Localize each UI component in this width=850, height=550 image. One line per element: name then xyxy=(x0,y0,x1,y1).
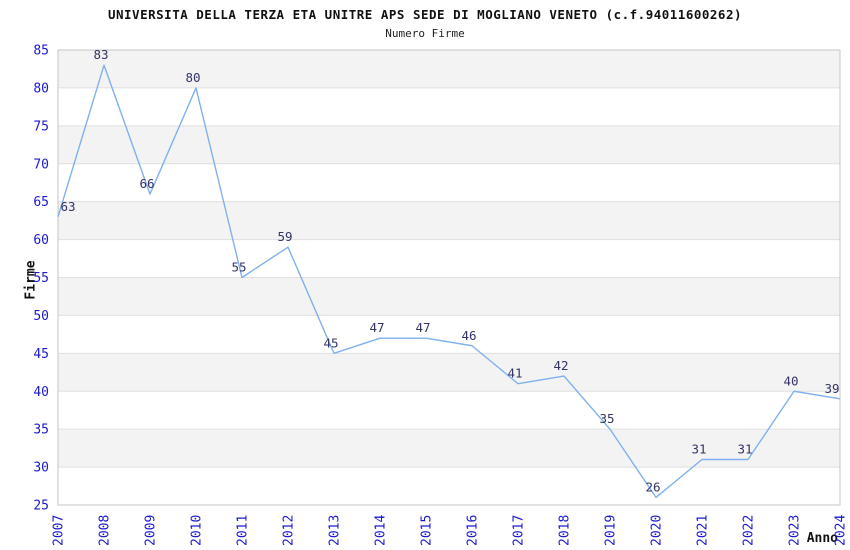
x-tick-label: 2011 xyxy=(236,515,251,546)
y-tick-label: 35 xyxy=(33,423,49,438)
x-tick-label: 2017 xyxy=(512,515,527,546)
data-point-label: 83 xyxy=(93,47,108,62)
plot-band xyxy=(58,277,840,316)
plot-band xyxy=(58,201,840,240)
data-point-label: 46 xyxy=(461,328,476,343)
y-tick-label: 60 xyxy=(33,233,49,248)
plot-band xyxy=(58,87,840,126)
x-tick-label: 2024 xyxy=(834,515,849,546)
plot-band xyxy=(58,467,840,505)
data-point-label: 40 xyxy=(783,373,798,388)
x-tick-label: 2018 xyxy=(558,515,573,546)
plot-band xyxy=(58,50,840,88)
x-tick-label: 2009 xyxy=(144,515,159,546)
data-point-label: 47 xyxy=(415,320,430,335)
plot-band xyxy=(58,125,840,164)
x-tick-label: 2012 xyxy=(282,515,297,546)
y-tick-label: 80 xyxy=(33,81,49,96)
data-point-label: 47 xyxy=(369,320,384,335)
x-tick-label: 2022 xyxy=(742,515,757,546)
x-axis-title: Anno xyxy=(806,531,838,546)
x-tick-label: 2013 xyxy=(328,515,343,546)
plot-band xyxy=(58,429,840,468)
plot-band xyxy=(58,353,840,392)
data-point-label: 80 xyxy=(185,70,200,85)
y-tick-label: 85 xyxy=(33,44,49,59)
y-tick-label: 45 xyxy=(33,347,49,362)
data-point-label: 31 xyxy=(691,442,706,457)
plot-border xyxy=(57,49,841,506)
y-tick-label: 50 xyxy=(33,309,49,324)
x-tick-label: 2010 xyxy=(190,515,205,546)
data-point-label: 39 xyxy=(824,381,839,396)
y-tick-label: 25 xyxy=(33,499,49,514)
x-tick-label: 2015 xyxy=(420,515,435,546)
data-point-label: 31 xyxy=(737,442,752,457)
x-tick-label: 2020 xyxy=(650,515,665,546)
x-tick-label: 2016 xyxy=(466,515,481,546)
y-tick-label: 30 xyxy=(33,461,49,476)
data-point-label: 63 xyxy=(60,199,75,214)
data-point-label: 59 xyxy=(277,229,292,244)
chart-title: UNIVERSITA DELLA TERZA ETA UNITRE APS SE… xyxy=(107,7,743,22)
x-tick-label: 2014 xyxy=(374,515,389,546)
data-point-label: 45 xyxy=(323,335,338,350)
data-point-label: 41 xyxy=(507,366,522,381)
data-line xyxy=(57,64,841,499)
y-tick-label: 75 xyxy=(33,119,49,134)
data-point-label: 66 xyxy=(139,176,154,191)
plot-band xyxy=(58,163,840,202)
plot-band xyxy=(58,315,840,354)
chart-subtitle: Numero Firme xyxy=(385,27,465,40)
y-tick-label: 55 xyxy=(33,271,49,286)
data-point-label: 55 xyxy=(231,260,246,275)
plot-band xyxy=(58,239,840,278)
y-tick-label: 65 xyxy=(33,195,49,210)
data-point-label: 42 xyxy=(553,358,568,373)
x-tick-label: 2019 xyxy=(604,515,619,546)
x-tick-label: 2007 xyxy=(52,515,67,546)
y-tick-label: 40 xyxy=(33,385,49,400)
data-point-label: 35 xyxy=(599,411,614,426)
plot-band xyxy=(58,391,840,430)
x-tick-label: 2021 xyxy=(696,515,711,546)
data-point-label: 26 xyxy=(645,479,660,494)
y-tick-label: 70 xyxy=(33,157,49,172)
x-tick-label: 2008 xyxy=(98,515,113,546)
x-tick-label: 2023 xyxy=(788,515,803,546)
